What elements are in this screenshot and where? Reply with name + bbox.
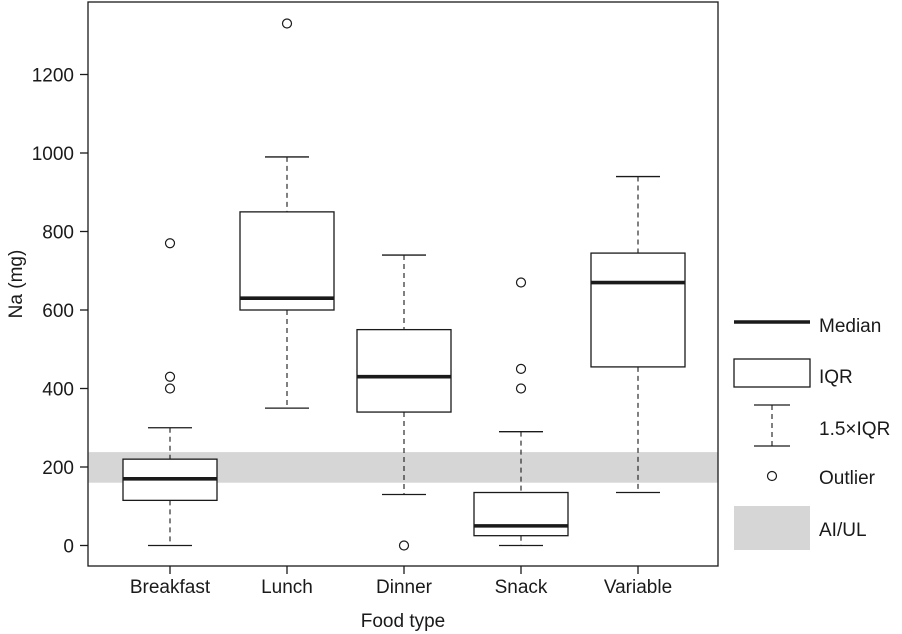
outlier-point [515, 277, 527, 288]
outlier-point [164, 238, 176, 249]
boxes-layer [122, 18, 686, 551]
x-axis-title: Food type [361, 611, 446, 632]
box-variable [590, 175, 686, 494]
y-axis: 0 200 400 600 800 1000 1200 [32, 66, 88, 558]
legend-outlier-swatch [766, 470, 778, 482]
box-snack [473, 277, 569, 547]
x-tick-label: Lunch [261, 577, 313, 598]
y-tick-label: 1200 [32, 66, 74, 87]
legend-item-band: AI/UL [734, 506, 867, 550]
legend-label: Median [819, 316, 881, 337]
y-tick-label: 400 [42, 380, 74, 401]
legend-label: Outlier [819, 468, 876, 489]
box-dinner [356, 254, 452, 551]
x-axis: Breakfast Lunch Dinner Snack Variable [130, 566, 672, 598]
legend-item-whisker: 1.5×IQR [754, 404, 890, 447]
outlier-point [515, 383, 527, 394]
outlier-point [164, 371, 176, 382]
y-axis-title: Na (mg) [6, 250, 27, 319]
iqr-box [590, 252, 686, 368]
plot-frame [87, 1, 719, 567]
legend-item-median: Median [734, 316, 881, 337]
outlier-point [398, 540, 410, 551]
y-tick-label: 600 [42, 301, 74, 322]
outlier-point [515, 363, 527, 374]
box-lunch [239, 18, 335, 409]
y-tick-label: 0 [63, 537, 74, 558]
legend-item-iqr: IQR [733, 358, 853, 388]
x-tick-label: Variable [604, 577, 672, 598]
legend-band-swatch [734, 506, 810, 550]
x-tick-label: Dinner [376, 577, 433, 598]
iqr-box [239, 211, 335, 311]
iqr-box [356, 328, 452, 413]
x-tick-label: Snack [495, 577, 548, 598]
y-tick-label: 200 [42, 458, 74, 479]
box-breakfast [122, 238, 218, 547]
legend-item-outlier: Outlier [766, 468, 876, 489]
legend-iqr-swatch [733, 358, 811, 388]
legend-label: 1.5×IQR [819, 419, 890, 440]
y-tick-label: 1000 [32, 144, 74, 165]
legend-label: AI/UL [819, 520, 867, 541]
x-tick-label: Breakfast [130, 577, 211, 598]
outlier-point [281, 18, 293, 29]
legend-label: IQR [819, 367, 853, 388]
y-tick-label: 800 [42, 223, 74, 244]
iqr-box [473, 491, 569, 537]
outlier-point [164, 383, 176, 394]
legend: Median IQR 1.5×IQR Outlier AI/UL [733, 316, 890, 550]
